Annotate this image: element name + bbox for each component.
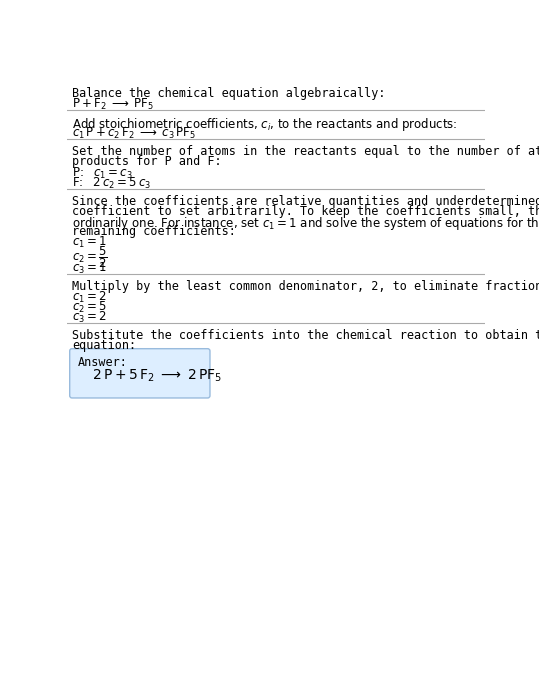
- FancyBboxPatch shape: [70, 349, 210, 398]
- Text: remaining coefficients:: remaining coefficients:: [72, 225, 236, 238]
- Text: $c_1 = 2$: $c_1 = 2$: [72, 290, 107, 305]
- Text: equation:: equation:: [72, 340, 136, 352]
- Text: Add stoichiometric coefficients, $c_i$, to the reactants and products:: Add stoichiometric coefficients, $c_i$, …: [72, 116, 458, 133]
- Text: $c_3 = 1$: $c_3 = 1$: [72, 261, 107, 276]
- Text: products for P and F:: products for P and F:: [72, 156, 222, 168]
- Text: $c_3 = 2$: $c_3 = 2$: [72, 310, 107, 325]
- Text: Multiply by the least common denominator, 2, to eliminate fractional coefficient: Multiply by the least common denominator…: [72, 280, 539, 293]
- Text: coefficient to set arbitrarily. To keep the coefficients small, the arbitrary va: coefficient to set arbitrarily. To keep …: [72, 205, 539, 218]
- Text: Set the number of atoms in the reactants equal to the number of atoms in the: Set the number of atoms in the reactants…: [72, 145, 539, 158]
- Text: $\mathrm{P + F_2 \;\longrightarrow\; PF_5}$: $\mathrm{P + F_2 \;\longrightarrow\; PF_…: [72, 97, 154, 112]
- Text: Balance the chemical equation algebraically:: Balance the chemical equation algebraica…: [72, 87, 385, 100]
- Text: $c_1\,\mathrm{P} + c_2\,\mathrm{F_2} \;\longrightarrow\; c_3\,\mathrm{PF_5}$: $c_1\,\mathrm{P} + c_2\,\mathrm{F_2} \;\…: [72, 126, 196, 141]
- Text: Answer:: Answer:: [78, 356, 127, 370]
- Text: F: $\;\;2\,c_2 = 5\,c_3$: F: $\;\;2\,c_2 = 5\,c_3$: [72, 176, 151, 190]
- Text: $c_2 = \dfrac{5}{2}$: $c_2 = \dfrac{5}{2}$: [72, 245, 108, 271]
- Text: $c_2 = 5$: $c_2 = 5$: [72, 300, 107, 316]
- Text: Substitute the coefficients into the chemical reaction to obtain the balanced: Substitute the coefficients into the che…: [72, 329, 539, 343]
- Text: Since the coefficients are relative quantities and underdetermined, choose a: Since the coefficients are relative quan…: [72, 194, 539, 208]
- Text: $2\,\mathrm{P} + 5\,\mathrm{F_2} \;\longrightarrow\; 2\,\mathrm{PF_5}$: $2\,\mathrm{P} + 5\,\mathrm{F_2} \;\long…: [92, 368, 222, 384]
- Text: $c_1 = 1$: $c_1 = 1$: [72, 235, 107, 250]
- Text: ordinarily one. For instance, set $c_1 = 1$ and solve the system of equations fo: ordinarily one. For instance, set $c_1 =…: [72, 215, 539, 232]
- Text: P: $\;\;c_1 = c_3$: P: $\;\;c_1 = c_3$: [72, 165, 133, 181]
